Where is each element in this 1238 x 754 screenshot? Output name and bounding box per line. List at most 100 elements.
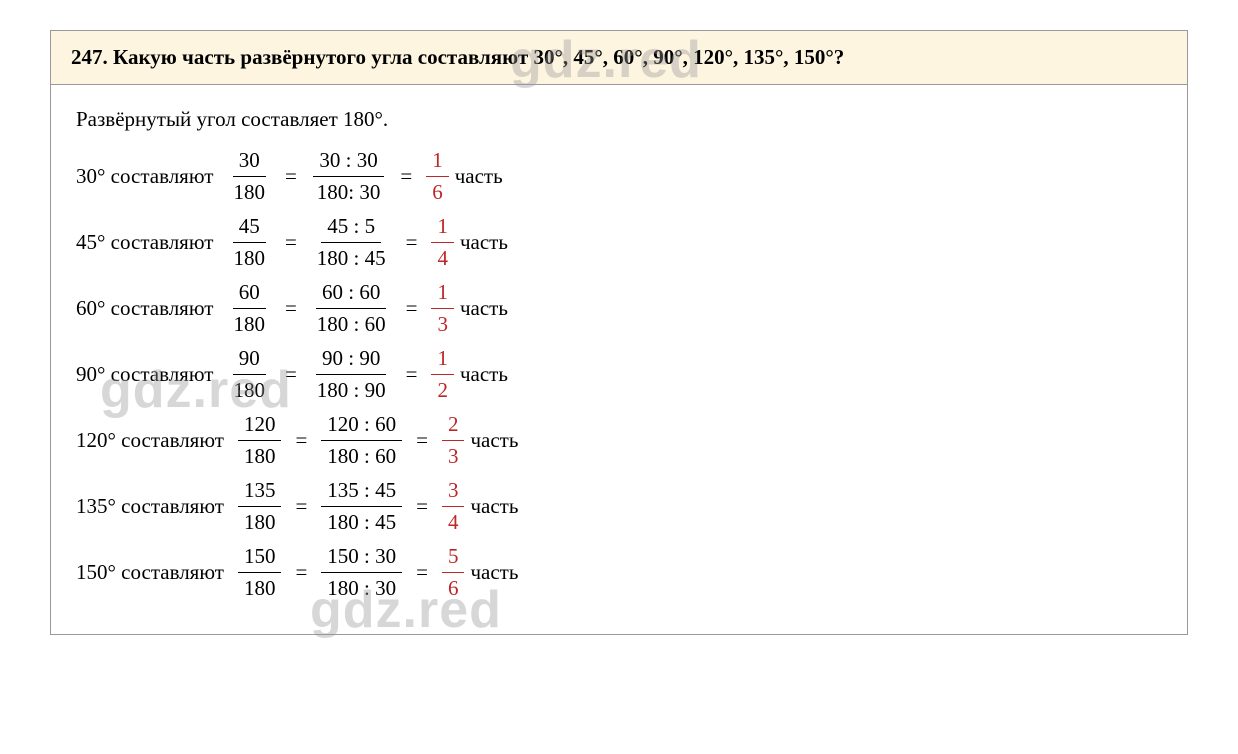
frac-num: 120 : 60 bbox=[321, 410, 402, 441]
exercise-header: 247. Какую часть развёрнутого угла соста… bbox=[51, 31, 1187, 85]
frac-den: 180 : 60 bbox=[321, 441, 402, 471]
frac-den: 180 : 30 bbox=[321, 573, 402, 603]
row-prefix: 120° составляют bbox=[76, 426, 224, 455]
row-prefix: 45° составляют bbox=[76, 228, 213, 257]
frac-den: 3 bbox=[442, 441, 465, 471]
fraction-2: 45 : 5 180 : 45 bbox=[311, 212, 392, 274]
row-suffix: часть bbox=[455, 162, 503, 191]
fraction-1: 30 180 bbox=[227, 146, 271, 208]
frac-den: 180 bbox=[227, 309, 271, 339]
fraction-result: 1 6 bbox=[426, 146, 449, 208]
row-suffix: часть bbox=[470, 492, 518, 521]
frac-num: 30 bbox=[233, 146, 266, 177]
equals-sign: = bbox=[416, 558, 428, 587]
fraction-result: 1 2 bbox=[431, 344, 454, 406]
fraction-2: 120 : 60 180 : 60 bbox=[321, 410, 402, 472]
row-suffix: часть bbox=[470, 558, 518, 587]
solution-row: 45° составляют 45 180 = 45 : 5 180 : 45 … bbox=[76, 218, 1162, 266]
equals-sign: = bbox=[295, 426, 307, 455]
fraction-result: 1 3 bbox=[431, 278, 454, 340]
exercise-container: 247. Какую часть развёрнутого угла соста… bbox=[50, 30, 1188, 635]
frac-den: 180 bbox=[238, 507, 282, 537]
fraction-2: 30 : 30 180: 30 bbox=[311, 146, 387, 208]
frac-num: 90 bbox=[233, 344, 266, 375]
frac-den: 180 : 90 bbox=[311, 375, 392, 405]
intro-text: Развёрнутый угол составляет 180°. bbox=[76, 105, 1162, 134]
fraction-result: 1 4 bbox=[431, 212, 454, 274]
fraction-1: 45 180 bbox=[227, 212, 271, 274]
frac-num: 1 bbox=[431, 212, 454, 243]
frac-den: 180 bbox=[227, 375, 271, 405]
fraction-result: 3 4 bbox=[442, 476, 465, 538]
frac-den: 2 bbox=[431, 375, 454, 405]
equals-sign: = bbox=[406, 228, 418, 257]
equals-sign: = bbox=[406, 360, 418, 389]
frac-num: 45 bbox=[233, 212, 266, 243]
row-prefix: 60° составляют bbox=[76, 294, 213, 323]
frac-den: 180: 30 bbox=[311, 177, 387, 207]
frac-den: 6 bbox=[426, 177, 449, 207]
exercise-content: Развёрнутый угол составляет 180°. 30° со… bbox=[51, 85, 1187, 634]
equals-sign: = bbox=[285, 294, 297, 323]
frac-den: 180 bbox=[227, 243, 271, 273]
row-suffix: часть bbox=[470, 426, 518, 455]
frac-num: 150 : 30 bbox=[321, 542, 402, 573]
solution-row: 150° составляют 150 180 = 150 : 30 180 :… bbox=[76, 548, 1162, 596]
solution-row: 90° составляют 90 180 = 90 : 90 180 : 90… bbox=[76, 350, 1162, 398]
frac-den: 180 bbox=[227, 177, 271, 207]
equals-sign: = bbox=[285, 228, 297, 257]
frac-den: 180 : 45 bbox=[321, 507, 402, 537]
equals-sign: = bbox=[416, 492, 428, 521]
fraction-result: 2 3 bbox=[442, 410, 465, 472]
frac-den: 180 : 45 bbox=[311, 243, 392, 273]
row-suffix: часть bbox=[460, 360, 508, 389]
frac-num: 150 bbox=[238, 542, 282, 573]
solution-row: 60° составляют 60 180 = 60 : 60 180 : 60… bbox=[76, 284, 1162, 332]
frac-num: 120 bbox=[238, 410, 282, 441]
equals-sign: = bbox=[400, 162, 412, 191]
equals-sign: = bbox=[285, 360, 297, 389]
frac-num: 90 : 90 bbox=[316, 344, 386, 375]
fraction-1: 150 180 bbox=[238, 542, 282, 604]
fraction-1: 135 180 bbox=[238, 476, 282, 538]
row-prefix: 30° составляют bbox=[76, 162, 213, 191]
frac-den: 180 bbox=[238, 573, 282, 603]
frac-num: 3 bbox=[442, 476, 465, 507]
solution-row: 135° составляют 135 180 = 135 : 45 180 :… bbox=[76, 482, 1162, 530]
equals-sign: = bbox=[285, 162, 297, 191]
fraction-1: 90 180 bbox=[227, 344, 271, 406]
fraction-1: 120 180 bbox=[238, 410, 282, 472]
frac-num: 135 : 45 bbox=[321, 476, 402, 507]
frac-den: 4 bbox=[442, 507, 465, 537]
frac-den: 180 bbox=[238, 441, 282, 471]
fraction-result: 5 6 bbox=[442, 542, 465, 604]
equals-sign: = bbox=[416, 426, 428, 455]
frac-num: 60 : 60 bbox=[316, 278, 386, 309]
frac-num: 1 bbox=[431, 344, 454, 375]
frac-num: 45 : 5 bbox=[321, 212, 381, 243]
frac-den: 6 bbox=[442, 573, 465, 603]
frac-num: 30 : 30 bbox=[313, 146, 383, 177]
frac-den: 3 bbox=[431, 309, 454, 339]
solution-row: 30° составляют 30 180 = 30 : 30 180: 30 … bbox=[76, 152, 1162, 200]
row-suffix: часть bbox=[460, 228, 508, 257]
equals-sign: = bbox=[295, 492, 307, 521]
frac-den: 180 : 60 bbox=[311, 309, 392, 339]
frac-num: 5 bbox=[442, 542, 465, 573]
fraction-1: 60 180 bbox=[227, 278, 271, 340]
fraction-2: 60 : 60 180 : 60 bbox=[311, 278, 392, 340]
fraction-2: 90 : 90 180 : 90 bbox=[311, 344, 392, 406]
frac-num: 1 bbox=[426, 146, 449, 177]
equals-sign: = bbox=[406, 294, 418, 323]
row-prefix: 150° составляют bbox=[76, 558, 224, 587]
frac-num: 1 bbox=[431, 278, 454, 309]
row-suffix: часть bbox=[460, 294, 508, 323]
fraction-2: 150 : 30 180 : 30 bbox=[321, 542, 402, 604]
equals-sign: = bbox=[295, 558, 307, 587]
row-prefix: 135° составляют bbox=[76, 492, 224, 521]
frac-num: 60 bbox=[233, 278, 266, 309]
frac-num: 2 bbox=[442, 410, 465, 441]
solution-row: 120° составляют 120 180 = 120 : 60 180 :… bbox=[76, 416, 1162, 464]
fraction-2: 135 : 45 180 : 45 bbox=[321, 476, 402, 538]
frac-den: 4 bbox=[431, 243, 454, 273]
